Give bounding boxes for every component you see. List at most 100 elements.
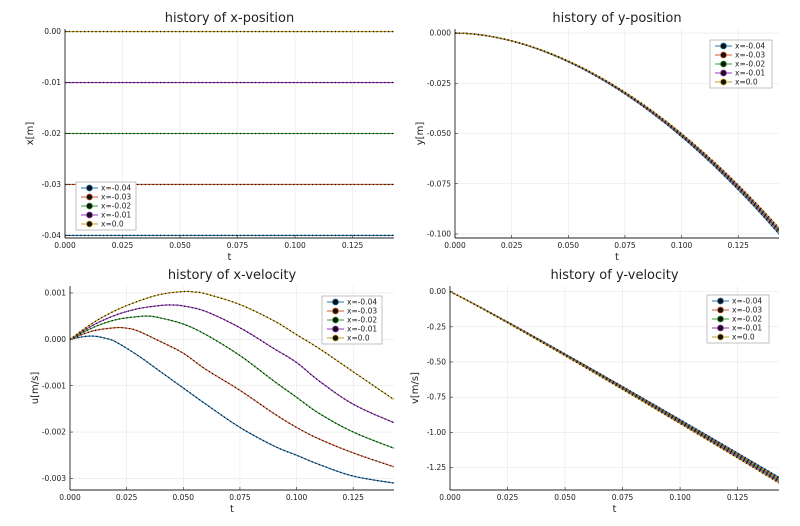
x-tick-label: 0.125 bbox=[342, 493, 364, 502]
x-tick-label: 0.050 bbox=[558, 241, 580, 250]
y-tick-label: 0.000 bbox=[45, 335, 67, 344]
y-tick-label: -0.01 bbox=[42, 78, 62, 87]
y-tick-label: -0.001 bbox=[42, 381, 66, 390]
chart-title: history of x-position bbox=[165, 11, 294, 26]
x-tick-label: 0.100 bbox=[284, 241, 306, 250]
series-line bbox=[70, 304, 394, 424]
y-axis-label: v[m/s] bbox=[410, 372, 421, 404]
legend-entry: x=0.0 bbox=[347, 334, 370, 343]
x-axis-label: t bbox=[228, 252, 232, 263]
legend-marker bbox=[717, 333, 724, 341]
series-markers bbox=[450, 291, 779, 481]
legend-entry: x=-0.01 bbox=[732, 324, 762, 333]
x-axis-label: t bbox=[230, 504, 234, 515]
legend-entry: x=-0.04 bbox=[732, 297, 762, 306]
legend-entry: x=-0.03 bbox=[732, 306, 762, 315]
chart-panel-1: 0.000 0.025 0.050 0.075 0.100 0.125 0.00 -0.01 -… bbox=[25, 11, 394, 263]
chart-title: history of y-position bbox=[552, 11, 681, 26]
chart-title: history of x-velocity bbox=[168, 268, 297, 283]
x-tick-label: 0.125 bbox=[727, 241, 749, 250]
legend: x=-0.04x=-0.03x=-0.02x=-0.01x=0.0 bbox=[709, 39, 773, 89]
y-tick-label: -1.00 bbox=[427, 428, 447, 437]
x-tick-label: 0.050 bbox=[169, 241, 191, 250]
legend-marker bbox=[717, 297, 724, 305]
y-tick-label: 0.000 bbox=[430, 29, 452, 38]
legend-entry: x=-0.01 bbox=[735, 69, 765, 78]
legend-marker bbox=[720, 51, 727, 59]
legend-marker bbox=[717, 315, 724, 323]
chart-title: history of y-velocity bbox=[550, 268, 678, 283]
x-tick-label: 0.000 bbox=[444, 241, 466, 250]
x-tick-label: 0.100 bbox=[286, 493, 308, 502]
legend-marker bbox=[717, 324, 724, 332]
legend: x=-0.04x=-0.03x=-0.02x=-0.01x=0.0 bbox=[75, 181, 137, 231]
legend-marker bbox=[332, 307, 339, 315]
series-markers bbox=[70, 290, 394, 401]
chart-panel-4: 0.000 0.025 0.050 0.075 0.100 0.125 0.00 -0.25 -… bbox=[410, 268, 779, 515]
x-tick-label: 0.075 bbox=[227, 241, 249, 250]
legend-entry: x=-0.02 bbox=[101, 202, 131, 211]
x-tick-label: 0.050 bbox=[554, 493, 576, 502]
y-tick-label: -0.50 bbox=[427, 358, 447, 367]
legend-entry: x=-0.04 bbox=[101, 184, 131, 193]
legend-entry: x=0.0 bbox=[735, 78, 758, 87]
y-tick-label: -0.002 bbox=[42, 428, 66, 437]
x-tick-label: 0.125 bbox=[342, 241, 364, 250]
y-tick-label: -0.050 bbox=[427, 129, 451, 138]
x-tick-label: 0.000 bbox=[59, 493, 81, 502]
x-tick-label: 0.000 bbox=[439, 493, 461, 502]
series-line bbox=[70, 326, 394, 468]
legend-marker bbox=[86, 211, 93, 219]
x-tick-label: 0.125 bbox=[727, 493, 749, 502]
legend-entry: x=0.0 bbox=[101, 220, 124, 229]
legend-marker bbox=[720, 60, 727, 68]
y-tick-label: 0.00 bbox=[429, 287, 446, 296]
y-tick-label: -0.100 bbox=[427, 230, 451, 239]
x-tick-label: 0.025 bbox=[116, 493, 138, 502]
legend-entry: x=-0.02 bbox=[347, 316, 377, 325]
series-markers bbox=[70, 335, 394, 484]
y-tick-label: -0.003 bbox=[42, 474, 66, 483]
x-tick-label: 0.050 bbox=[173, 493, 195, 502]
y-tick-label: -0.025 bbox=[427, 79, 451, 88]
y-axis-label: u[m/s] bbox=[30, 372, 41, 405]
legend-marker bbox=[332, 298, 339, 306]
legend-entry: x=-0.04 bbox=[735, 42, 765, 51]
chart-panel-2: 0.000 0.025 0.050 0.075 0.100 0.125 0.000 -0.02… bbox=[415, 11, 779, 263]
legend-entry: x=-0.03 bbox=[101, 193, 131, 202]
legend-entry: x=-0.01 bbox=[347, 325, 377, 334]
legend-marker bbox=[86, 184, 93, 192]
legend-entry: x=0.0 bbox=[732, 333, 755, 342]
legend-entry: x=-0.03 bbox=[347, 307, 377, 316]
series-markers bbox=[450, 291, 779, 483]
legend: x=-0.04x=-0.03x=-0.02x=-0.01x=0.0 bbox=[706, 294, 770, 344]
y-tick-label: -0.04 bbox=[42, 231, 62, 240]
legend-marker bbox=[332, 325, 339, 333]
y-tick-label: -0.075 bbox=[427, 179, 451, 188]
series-line bbox=[455, 32, 779, 229]
legend-entry: x=-0.02 bbox=[732, 315, 762, 324]
y-axis-label: x[m] bbox=[25, 122, 36, 146]
y-tick-label: -0.75 bbox=[427, 393, 447, 402]
series-markers bbox=[70, 315, 394, 449]
y-tick-label: 0.00 bbox=[44, 27, 61, 36]
x-axis-label: t bbox=[615, 252, 619, 263]
x-tick-label: 0.100 bbox=[669, 493, 691, 502]
x-tick-label: 0.075 bbox=[229, 493, 251, 502]
x-tick-label: 0.075 bbox=[612, 493, 634, 502]
x-tick-label: 0.075 bbox=[614, 241, 636, 250]
x-tick-label: 0.025 bbox=[501, 241, 523, 250]
legend-entry: x=-0.02 bbox=[735, 60, 765, 69]
legend-marker bbox=[332, 316, 339, 324]
legend-marker bbox=[86, 202, 93, 210]
legend-entry: x=-0.03 bbox=[735, 51, 765, 60]
legend: x=-0.04x=-0.03x=-0.02x=-0.01x=0.0 bbox=[321, 295, 383, 345]
legend-marker bbox=[720, 78, 727, 86]
x-tick-label: 0.025 bbox=[112, 241, 134, 250]
legend-marker bbox=[720, 69, 727, 77]
legend-marker bbox=[86, 220, 93, 228]
series-line bbox=[450, 291, 779, 484]
legend-marker bbox=[332, 334, 339, 342]
y-tick-label: -0.03 bbox=[42, 180, 62, 189]
